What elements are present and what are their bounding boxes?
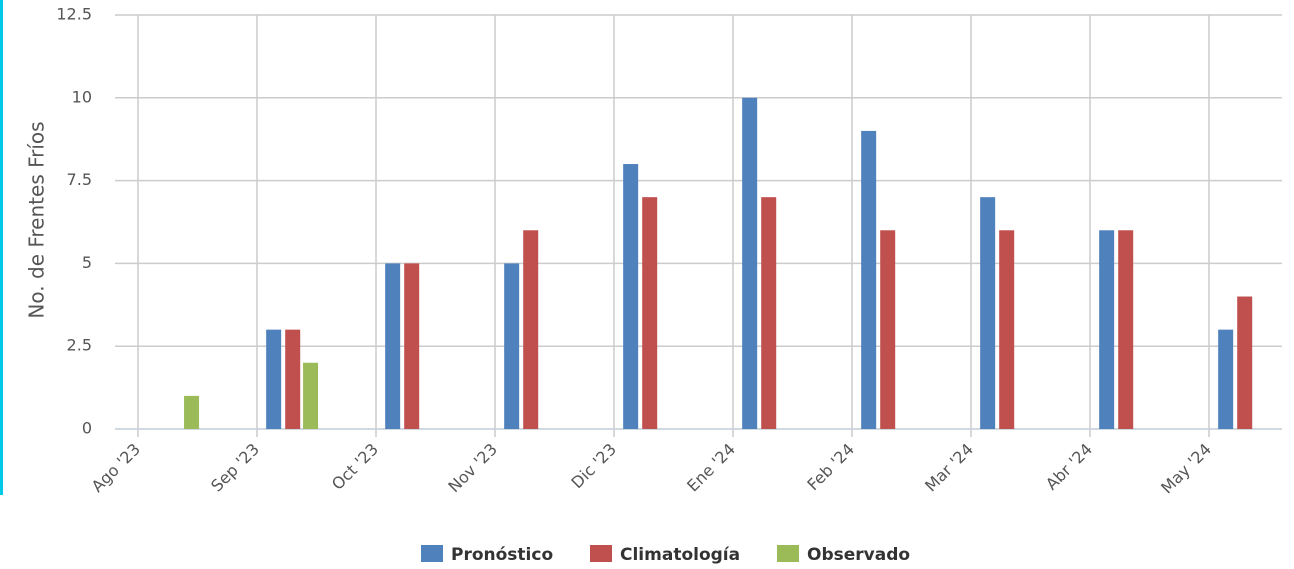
side-border bbox=[0, 0, 3, 495]
y-tick-label: 0 bbox=[82, 419, 92, 438]
y-tick-label: 2.5 bbox=[67, 336, 92, 355]
x-tick-label: Nov '23 bbox=[444, 440, 501, 497]
legend-swatch bbox=[777, 545, 799, 562]
bar bbox=[880, 230, 896, 429]
x-tick-label: Abr '24 bbox=[1042, 440, 1096, 494]
bar bbox=[404, 263, 420, 429]
bar bbox=[861, 130, 877, 430]
bar bbox=[504, 263, 520, 429]
y-tick-label: 5 bbox=[82, 253, 92, 272]
x-tick-label: Oct '23 bbox=[328, 440, 382, 494]
bar bbox=[285, 329, 301, 429]
bar bbox=[623, 164, 639, 430]
x-tick-label: Mar '24 bbox=[921, 440, 977, 496]
bar bbox=[1237, 296, 1253, 429]
x-tick-label: Ago '23 bbox=[88, 440, 144, 496]
bar bbox=[980, 197, 996, 429]
bar bbox=[1118, 230, 1134, 429]
x-tick-label: May '24 bbox=[1157, 440, 1215, 498]
x-tick-label: Sep '23 bbox=[207, 440, 263, 496]
y-axis-label: No. de Frentes Fríos bbox=[25, 121, 49, 318]
bar bbox=[385, 263, 401, 429]
y-tick-label: 12.5 bbox=[56, 5, 92, 24]
bar bbox=[761, 197, 777, 429]
bar bbox=[742, 97, 758, 430]
legend-label: Climatología bbox=[620, 545, 740, 565]
x-tick-label: Feb '24 bbox=[803, 440, 858, 495]
legend-swatch bbox=[421, 545, 443, 562]
bar bbox=[303, 362, 319, 429]
bar bbox=[999, 230, 1015, 429]
bar bbox=[642, 197, 658, 429]
bar bbox=[184, 395, 200, 429]
y-tick-label: 10 bbox=[72, 87, 92, 106]
bar bbox=[266, 329, 282, 429]
legend-swatch bbox=[590, 545, 612, 562]
x-tick-label: Dic '23 bbox=[567, 440, 620, 493]
y-tick-label: 7.5 bbox=[67, 170, 92, 189]
legend-label: Observado bbox=[807, 545, 910, 565]
bar bbox=[523, 230, 539, 429]
legend-label: Pronóstico bbox=[451, 545, 553, 565]
bar bbox=[1099, 230, 1115, 429]
x-tick-label: Ene '24 bbox=[683, 440, 739, 496]
bar bbox=[1218, 329, 1234, 429]
